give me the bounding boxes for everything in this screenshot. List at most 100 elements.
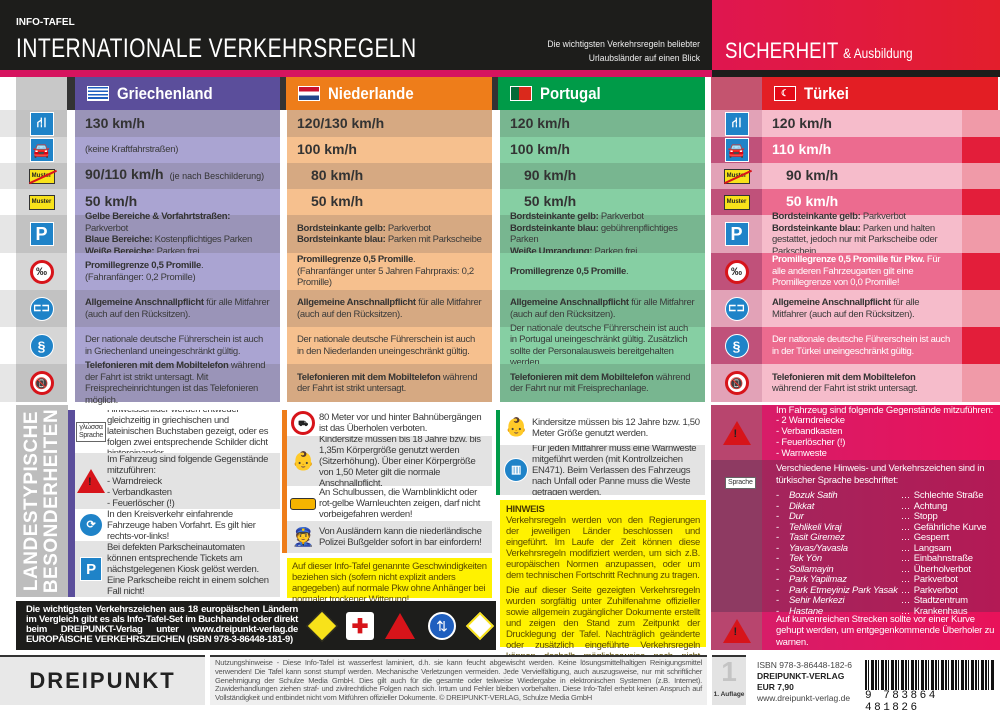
- german-translation: Krankenhaus: [913, 605, 968, 617]
- rule-cell: Telefonieren mit dem Mobiltelefon währen…: [762, 364, 962, 402]
- rule-line: Der nationale deutsche Führerschein ist …: [85, 334, 263, 357]
- margin-cell: [0, 327, 16, 364]
- rule-cell: 120/130 km/h: [287, 110, 492, 137]
- rule-line: (Fahranfänger unter 5 Jahren Fahrpraxis:…: [297, 265, 474, 289]
- column-gap: [280, 137, 287, 163]
- rule-cell: Der nationale deutsche Führerschein ist …: [75, 327, 280, 364]
- parking-ticket-icon: P: [80, 557, 102, 581]
- brand-suffix: & Ausbildung: [843, 45, 913, 61]
- rule-emphasis: Bordsteinkante blau:: [297, 234, 386, 245]
- accent-strip: [962, 189, 1000, 215]
- column-gap: [492, 189, 500, 215]
- column-gap: [280, 163, 287, 189]
- warning-triangle-icon: [722, 619, 751, 643]
- german-translation: Stopp: [913, 511, 938, 522]
- edition-label: 1. Auflage: [713, 691, 745, 698]
- rule-cell: 50 km/h: [75, 189, 280, 215]
- leader-dots: …: [900, 490, 911, 501]
- barcode: 9 783864 481826: [865, 660, 995, 714]
- rule-cell: Telefonieren mit dem Mobiltelefon währen…: [287, 364, 492, 402]
- row-icon-cell: Muster: [16, 163, 67, 189]
- website-link[interactable]: www.dreipunkt-verlag.de: [757, 693, 851, 703]
- greece-note-roundabout: ⟳ In den Kreisverkehr einfahrende Fahrze…: [75, 509, 280, 541]
- alcohol-limit-icon: ‰: [29, 259, 54, 284]
- leader-dots: …: [900, 532, 911, 543]
- greek-word: γλώσσα: [79, 423, 103, 431]
- nl-note-childseat: 👶 Kindersitze müssen bis 18 Jahre bzw. b…: [287, 436, 492, 486]
- icon-column-header: [16, 77, 67, 110]
- dash: -: [776, 511, 779, 522]
- margin-cell: [0, 110, 16, 137]
- section-title: LANDESTYPISCHE BESONDERHEITEN: [21, 409, 62, 593]
- country-name: Niederlande: [328, 83, 414, 103]
- rule-emphasis: Allgemeine Anschnallpflicht: [772, 297, 891, 308]
- police-officer-icon: 👮: [291, 526, 315, 547]
- dash: -: [776, 574, 779, 585]
- column-gap: [705, 137, 711, 163]
- rule-cell: 120 km/h: [762, 110, 962, 137]
- turkish-term: Hastane: [789, 605, 823, 617]
- column-gap: [492, 290, 500, 327]
- rule-line: Der nationale deutsche Führerschein ist …: [772, 334, 950, 357]
- divider: [492, 77, 498, 110]
- leader-dots: …: [900, 595, 911, 606]
- header-bar: [0, 0, 712, 70]
- color-bar-portugal: [496, 410, 500, 495]
- margin-cell: [0, 163, 16, 189]
- row-icon-cell: Muster: [711, 163, 762, 189]
- row-icon-cell: §: [16, 327, 67, 364]
- rule-line: Allgemeine Anschnallpflicht für alle Mit…: [297, 297, 482, 320]
- turkish-term: Dur: [789, 511, 804, 522]
- column-gap: [705, 253, 711, 290]
- rule-cell: 80 km/h: [287, 163, 492, 189]
- rule-emphasis: Bordsteinkante gelb:: [772, 211, 861, 222]
- rule-cell: Bordsteinkante gelb: Parkverbot Bordstein…: [287, 215, 492, 253]
- rule-line: (keine Kraftfahrstraßen): [85, 144, 179, 156]
- rule-cell: 50 km/h: [762, 189, 962, 215]
- pt-note-vest: ▥ Für jeden Mitfahrer muss eine Warnwest…: [500, 445, 705, 495]
- dash: -: [776, 553, 779, 564]
- rule-cell: 50 km/h: [287, 189, 492, 215]
- nl-note-railway: ⛟ 80 Meter vor und hinter Bahnübergängen…: [287, 410, 492, 436]
- margin-cell: [0, 364, 16, 402]
- seatbelt-icon: ⊏⊐: [724, 296, 749, 321]
- rule-line: Promillegrenze 0,5 Promille.: [510, 265, 629, 277]
- rule-line: Bordsteinkante gelb: Parkverbot: [772, 211, 906, 222]
- german-translation: Stadtzentrum: [913, 595, 968, 606]
- dash: -: [776, 542, 779, 554]
- speed-limit: 90 km/h: [524, 167, 577, 184]
- rule-line: Telefonieren mit dem Mobiltelefon währen…: [85, 360, 266, 406]
- rule-cell: Promillegrenze 0,5 Promille. (Fahranfänge…: [287, 253, 492, 290]
- dash: -: [776, 500, 779, 512]
- rule-emphasis: Promillegrenze 0,5 Promille: [510, 265, 626, 277]
- rule-cell: Der nationale deutsche Führerschein ist …: [500, 323, 705, 368]
- margin-cell: [0, 253, 16, 290]
- rule-cell: 50 km/h: [500, 189, 705, 215]
- column-gap: [280, 290, 287, 327]
- rule-cell: Promillegrenze 0,5 Promille.: [500, 253, 705, 290]
- edition-box: 1 1. Auflage: [712, 655, 746, 705]
- column-gap: [280, 215, 287, 253]
- no-mobile-phone-icon: 📵: [724, 371, 749, 395]
- promo-text: Die wichtigsten Verkehrszeichen aus 18 e…: [26, 604, 298, 645]
- usage-notice: Nutzungshinweise - Diese Info-Tafel ist …: [210, 655, 707, 705]
- rule-emphasis: Gelbe Bereiche & Vorfahrtstraßen:: [85, 211, 231, 222]
- kicker: INFO-TAFEL: [16, 17, 75, 28]
- german-translation: Achtung: [913, 500, 948, 512]
- rule-line: Der nationale deutsche Führerschein ist …: [297, 334, 475, 357]
- warning-triangle-icon: [722, 420, 751, 445]
- publisher: DREIPUNKT-VERLAG: [757, 671, 845, 681]
- speed-note: Auf dieser Info-Tafel genannte Geschwind…: [287, 558, 492, 605]
- speed-limit: 120/130 km/h: [297, 114, 385, 131]
- rule-emphasis: Bordsteinkante blau:: [510, 222, 599, 234]
- german-translation: Parkverbot: [913, 574, 958, 585]
- motorway-icon: ⛙: [724, 111, 749, 136]
- column-gap: [280, 253, 287, 290]
- greece-note-equipment: Im Fahrzeug sind folgende Gegenstände mi…: [75, 453, 280, 509]
- note-text: Im Fahrzeug sind folgende Gegenstände mi…: [776, 405, 994, 459]
- speed-limit: 50 km/h: [311, 193, 364, 210]
- town-exit-sign-icon: Muster: [723, 168, 750, 184]
- flag-greece-icon: [87, 86, 109, 101]
- promo-banner: Die wichtigsten Verkehrszeichen aus 18 e…: [16, 601, 496, 650]
